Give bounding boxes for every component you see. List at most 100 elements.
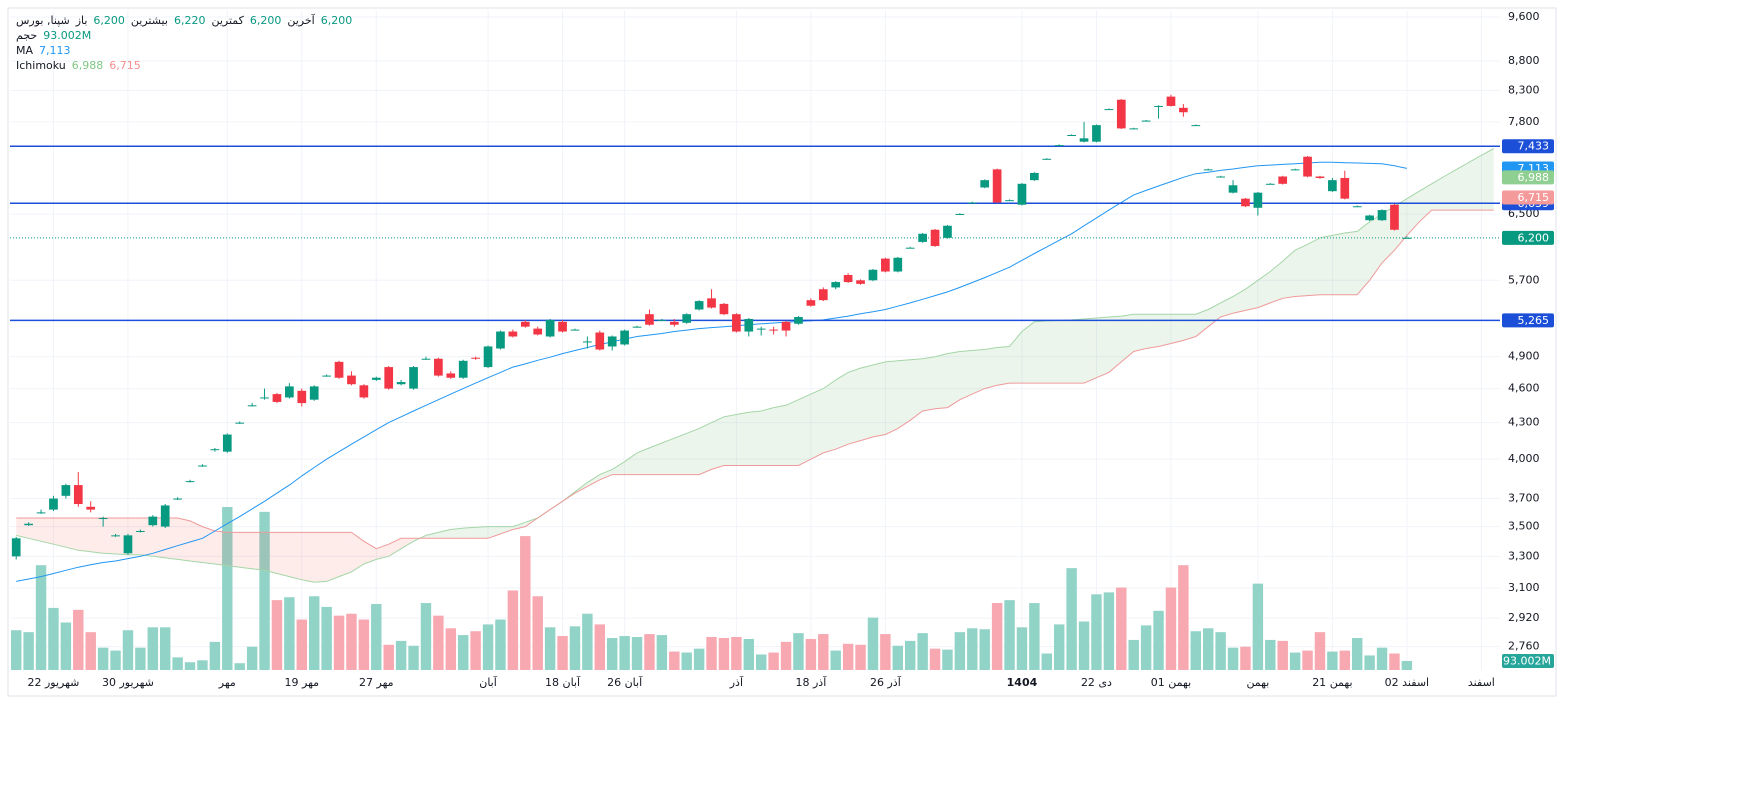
volume-bar: [60, 622, 72, 670]
cloud: [1158, 314, 1171, 347]
volume-bar: [184, 662, 196, 670]
x-tick-label: 02 اسفند: [1385, 676, 1429, 689]
cloud: [1369, 213, 1383, 281]
x-tick-label: 21 بهمن: [1312, 676, 1352, 689]
candle-body: [570, 329, 580, 331]
candle-body: [980, 180, 990, 188]
candle-body: [744, 318, 754, 332]
cloud: [1046, 320, 1060, 384]
volume-bar: [656, 635, 668, 670]
candle-body: [1253, 192, 1263, 208]
volume-bar: [1351, 637, 1363, 670]
volume-bar: [35, 565, 47, 670]
cloud: [227, 532, 240, 568]
level-badge: 5,265: [1518, 314, 1550, 327]
candle-body: [1104, 109, 1114, 111]
volume-bar: [1016, 627, 1028, 670]
volume-bar: [1302, 650, 1313, 670]
candle-body: [1290, 169, 1300, 171]
volume-bar: [954, 632, 966, 670]
volume-bar: [1190, 631, 1202, 670]
last-price-badge: 6,200: [1518, 231, 1550, 244]
candle-body: [1390, 204, 1399, 230]
cloud: [897, 359, 911, 429]
legend-volume: حجم 93.002M: [16, 28, 352, 43]
span-b-line: [16, 209, 1494, 550]
candle-body: [1005, 200, 1014, 202]
cloud: [860, 364, 873, 441]
candle-body: [371, 377, 381, 380]
x-tick-label: 19 مهر: [285, 676, 320, 689]
cloud: [1096, 317, 1109, 378]
candle-body: [322, 375, 331, 377]
cloud: [1059, 319, 1072, 384]
candle-body: [1067, 134, 1076, 136]
volume-bar: [1029, 603, 1040, 670]
cloud: [500, 526, 513, 534]
volume-bar: [1277, 640, 1288, 670]
cloud: [103, 518, 116, 555]
volume-bar: [1240, 646, 1251, 670]
candle-body: [868, 269, 878, 281]
cloud: [264, 532, 277, 574]
volume-value: 93.002M: [43, 29, 92, 42]
span-b-value: 6,715: [109, 59, 141, 72]
last-price-badge-bg: [1502, 230, 1554, 245]
cloud: [1009, 331, 1022, 384]
volume-bar: [159, 627, 171, 670]
candle-body: [36, 512, 46, 514]
cloud: [786, 399, 799, 466]
candle-body: [160, 505, 170, 527]
cloud: [922, 356, 936, 412]
volume-bar: [495, 619, 506, 670]
cloud: [1146, 314, 1159, 349]
cloud: [1456, 162, 1469, 211]
cloud: [761, 407, 774, 466]
cloud: [1319, 235, 1333, 295]
cloud: [736, 412, 749, 466]
candle-body: [1191, 125, 1201, 127]
candle-body: [669, 321, 679, 325]
volume-bar: [979, 629, 990, 670]
volume-bar: [520, 536, 531, 670]
candle-body: [123, 535, 133, 554]
cloud: [450, 528, 464, 539]
volume-bar: [482, 624, 494, 670]
candle-body: [694, 301, 704, 310]
candle-body: [136, 530, 145, 532]
volume-bar: [594, 624, 606, 670]
cloud: [214, 530, 228, 566]
volume-bar: [967, 628, 978, 670]
volume-bar: [693, 648, 705, 670]
legend-item-name: بیشترین: [130, 14, 168, 27]
y-tick-label: 4,900: [1508, 350, 1540, 363]
y-tick-label: 2,920: [1508, 611, 1540, 624]
y-tick-label: 3,500: [1508, 520, 1540, 533]
cloud: [1468, 155, 1482, 211]
volume-bar: [1339, 650, 1351, 670]
x-tick-label: آذر: [729, 675, 744, 689]
cloud: [16, 518, 29, 539]
cloud: [972, 349, 985, 395]
volume-bar: [371, 604, 382, 670]
candle-body: [1203, 169, 1213, 171]
candle-body: [384, 367, 394, 389]
volume-bar: [1078, 621, 1090, 670]
volume-bar: [234, 663, 245, 670]
cloud: [1071, 318, 1085, 384]
cloud: [314, 532, 327, 583]
volume-bar: [768, 652, 779, 670]
volume-bar: [818, 634, 829, 670]
volume-bar: [85, 632, 96, 670]
candle-body: [607, 336, 617, 347]
volume-bar: [110, 650, 121, 670]
volume-bar: [619, 636, 630, 670]
ma-name: MA: [16, 44, 34, 57]
volume-bar: [644, 634, 655, 670]
volume-bar: [880, 634, 891, 670]
volume-bar: [1376, 647, 1388, 670]
volume-bar: [544, 627, 556, 670]
cloud: [649, 443, 662, 475]
cloud: [1245, 280, 1258, 311]
volume-bar: [1401, 660, 1413, 670]
